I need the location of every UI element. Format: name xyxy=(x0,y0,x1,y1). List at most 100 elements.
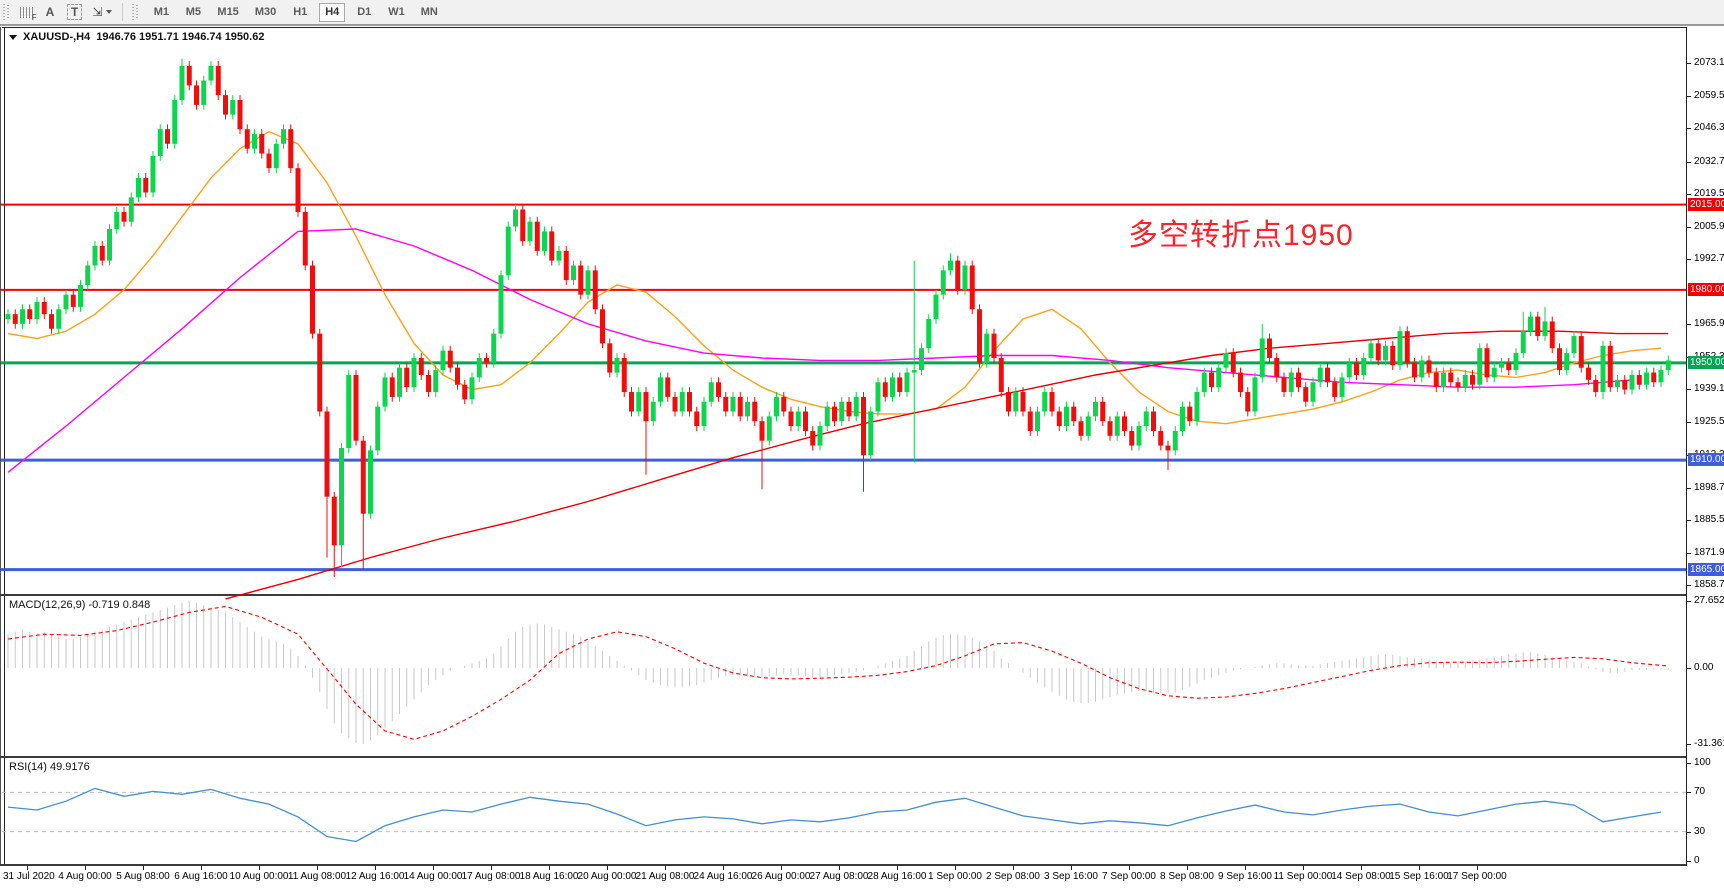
date-tick-mark xyxy=(1245,866,1246,870)
date-label: 11 Sep 00:00 xyxy=(1273,871,1333,882)
candle-body xyxy=(1129,430,1135,446)
timeframe-d1-button[interactable]: D1 xyxy=(351,3,377,22)
candle-body xyxy=(353,374,359,441)
candle-body xyxy=(1194,392,1200,422)
date-label: 18 Aug 16:00 xyxy=(519,871,579,882)
candle-body xyxy=(832,406,837,422)
axis-tick-label: 30 xyxy=(1694,825,1706,837)
timeframe-bar: M1 M5 M15 M30 H1 H4 D1 W1 MN xyxy=(148,2,443,22)
candle-body xyxy=(237,100,243,130)
axis-tick-mark xyxy=(1687,389,1691,391)
date-label: 20 Aug 00:00 xyxy=(577,871,637,882)
candle-body xyxy=(1658,370,1664,383)
candle-body xyxy=(389,377,395,397)
candle-body xyxy=(20,309,25,324)
candle-body xyxy=(411,357,417,388)
rsi-panel-splitter[interactable] xyxy=(0,756,1686,758)
candle-body xyxy=(469,377,475,400)
axis-tick-label: 1965.90 xyxy=(1694,318,1724,330)
axis-tick-mark xyxy=(1687,96,1691,98)
candle-body xyxy=(701,401,707,427)
candle-body xyxy=(404,367,410,388)
textbox-tool-button[interactable]: T xyxy=(63,2,86,22)
date-label: 28 Aug 16:00 xyxy=(867,871,927,882)
date-label: 11 Aug 08:00 xyxy=(287,871,347,882)
candle-body xyxy=(1404,331,1410,363)
cursor-arrows-icon: ⇲ xyxy=(92,5,103,19)
candle-body xyxy=(745,401,750,417)
rsi-line xyxy=(7,787,1662,843)
candle-body xyxy=(165,129,170,144)
cursor-tool-button[interactable]: ⇲ xyxy=(88,2,116,22)
candle-body xyxy=(339,447,344,546)
candle-body xyxy=(157,129,163,156)
candle-body xyxy=(853,396,859,417)
macd-panel-splitter[interactable] xyxy=(0,594,1686,596)
timeframe-mn-button[interactable]: MN xyxy=(416,3,443,22)
candle-body xyxy=(614,357,620,373)
candle-body xyxy=(1412,362,1417,378)
timeframe-w1-button[interactable]: W1 xyxy=(383,3,410,22)
candle-body xyxy=(658,377,663,402)
timeframe-h4-button[interactable]: H4 xyxy=(319,2,346,22)
candle-body xyxy=(194,85,199,105)
candle-body xyxy=(1506,362,1512,371)
candle-body xyxy=(1143,411,1149,427)
candle-body xyxy=(1107,421,1113,436)
date-label: 15 Sep 16:00 xyxy=(1389,871,1449,882)
candle-body xyxy=(687,392,692,412)
chinese-annotation-text[interactable]: 多空转折点1950 xyxy=(1128,219,1354,252)
candle-body xyxy=(1187,406,1193,422)
timeframe-m15-button[interactable]: M15 xyxy=(212,3,243,22)
candle-body xyxy=(839,401,845,422)
candle-body xyxy=(766,416,772,441)
date-tick-mark xyxy=(1303,866,1304,870)
candle-body xyxy=(179,65,185,101)
date-label: 5 Aug 08:00 xyxy=(116,871,170,882)
candle-body xyxy=(919,348,924,371)
candle-body xyxy=(244,129,250,149)
candle-body xyxy=(1397,331,1403,366)
candle-body xyxy=(1477,348,1483,385)
axis-tick-label: 1885.50 xyxy=(1694,513,1724,525)
timeframe-m5-button[interactable]: M5 xyxy=(180,3,206,22)
candle-body xyxy=(1426,360,1432,373)
timeframe-m1-button[interactable]: M1 xyxy=(148,3,174,22)
candle-body xyxy=(708,382,714,402)
candle-body xyxy=(1346,362,1352,378)
timeframe-m30-button[interactable]: M30 xyxy=(250,3,281,22)
date-label: 24 Aug 16:00 xyxy=(693,871,753,882)
candle-body xyxy=(447,350,453,368)
candle-body xyxy=(208,65,214,81)
candle-body xyxy=(1042,392,1048,412)
axis-tick-label: 2005.90 xyxy=(1694,220,1724,232)
date-axis[interactable]: 31 Jul 2020 4 Aug 00:00 5 Aug 08:00 6 Aug 1… xyxy=(0,866,1686,889)
candle-body xyxy=(846,401,852,417)
axis-tick-mark xyxy=(1687,743,1691,745)
candle-body xyxy=(1549,321,1555,349)
candle-body xyxy=(302,211,308,266)
date-label: 14 Sep 08:00 xyxy=(1331,871,1391,882)
price-axis[interactable]: 2073.10 2059.50 2046.30 2032.70 2019.50 2005.… xyxy=(1687,0,1724,889)
axis-tick-mark xyxy=(1687,601,1691,603)
candle-body xyxy=(911,370,917,373)
candle-body xyxy=(650,401,656,422)
candle-body xyxy=(1448,372,1454,383)
candle-body xyxy=(1071,406,1077,422)
candle-body xyxy=(513,209,518,227)
date-label: 2 Sep 08:00 xyxy=(986,871,1040,882)
candle-body xyxy=(824,406,830,427)
timeframe-h1-button[interactable]: H1 xyxy=(287,3,313,22)
axis-tick-label: 2032.70 xyxy=(1694,155,1724,167)
axis-tick-label: 100 xyxy=(1694,756,1711,768)
candle-body xyxy=(1122,416,1127,431)
grid-dots-button[interactable]: F xyxy=(15,2,37,22)
date-label: 14 Aug 00:00 xyxy=(403,871,463,882)
candle-body xyxy=(730,396,736,412)
toolbar-drag-handle[interactable] xyxy=(3,4,10,20)
toolbar-drag-handle-2[interactable] xyxy=(132,4,140,20)
axis-tick-label: 1858.70 xyxy=(1694,578,1724,590)
label-tool-button[interactable]: A xyxy=(39,2,61,22)
axis-tick-label: 2019.50 xyxy=(1694,187,1724,199)
date-axis-border xyxy=(0,864,1686,866)
